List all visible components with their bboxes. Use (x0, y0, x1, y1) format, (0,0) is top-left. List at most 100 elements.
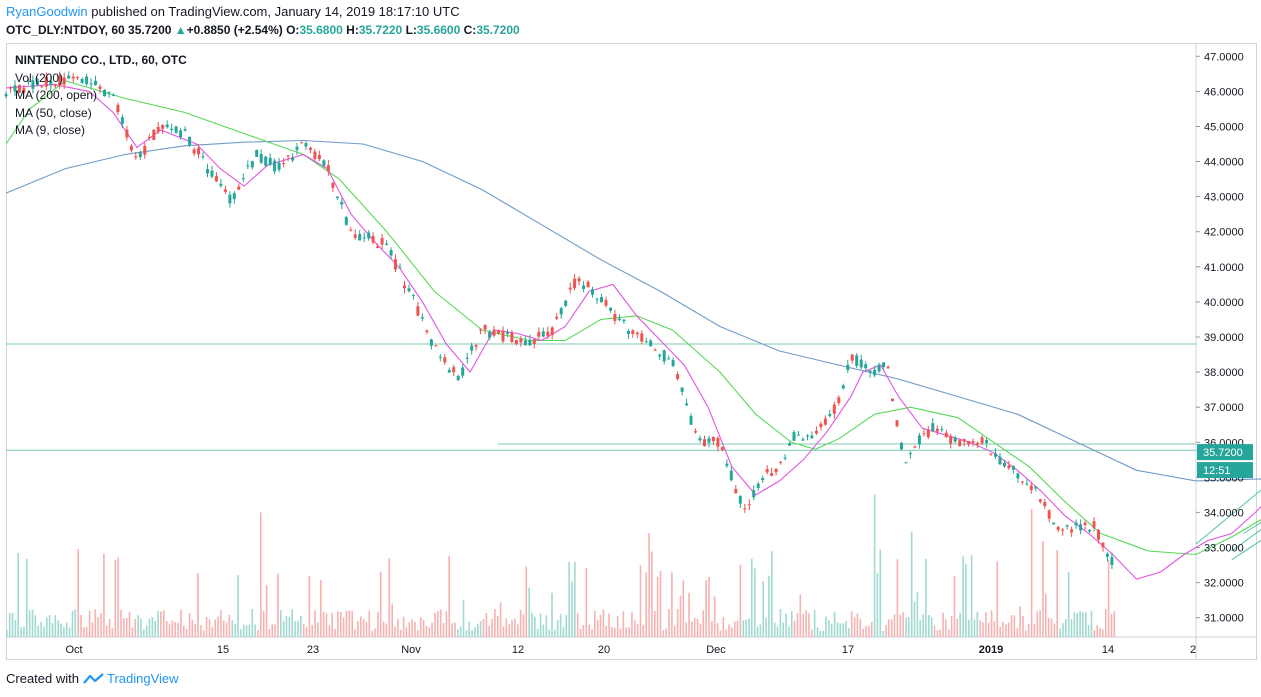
legend-item-ma9[interactable]: MA (9, close) (15, 123, 86, 137)
volume-bar (519, 609, 522, 637)
volume-bar (203, 630, 205, 637)
candle-body (506, 331, 509, 334)
volume-bar (539, 613, 542, 637)
volume-bar (859, 618, 862, 637)
chart-legend: NINTENDO CO., LTD., 60, OTC Vol (200) MA… (15, 52, 187, 140)
candle-body (71, 76, 75, 79)
volume-bar (1067, 572, 1070, 637)
volume-bar (705, 580, 707, 637)
x-tick-label: 23 (307, 644, 319, 656)
volume-bar (1099, 628, 1101, 637)
volume-bar (950, 615, 953, 637)
legend-item-ma200[interactable]: MA (200, open) (15, 88, 98, 102)
candle-body (944, 432, 948, 438)
volume-bar (208, 619, 211, 637)
volume-bar (497, 616, 499, 637)
candle-body (304, 143, 308, 147)
candle-body (53, 85, 57, 87)
volume-bar (419, 617, 422, 637)
author-link[interactable]: RyanGoodwin (6, 4, 88, 19)
candle-body (1092, 521, 1096, 528)
volume-bar (839, 623, 842, 637)
candle-body (465, 357, 469, 359)
volume-bar (488, 626, 490, 637)
candle-body (586, 281, 590, 288)
x-tick-label: 12 (512, 644, 524, 656)
candle-body (389, 250, 393, 256)
volume-bar (828, 620, 830, 637)
volume-bar (414, 621, 416, 637)
candle-body (577, 278, 581, 282)
volume-bar (522, 614, 525, 637)
candle-body (152, 129, 156, 140)
volume-bar (1085, 612, 1087, 637)
candle-body (953, 438, 957, 442)
candle-body (340, 201, 344, 205)
volume-bar (870, 622, 873, 637)
volume-bar (402, 616, 405, 637)
volume-bar (94, 609, 97, 637)
volume-bar (1073, 612, 1076, 637)
volume-bar (177, 622, 179, 637)
volume-bar (399, 629, 402, 637)
volume-bar (619, 628, 622, 637)
volume-bar (451, 623, 453, 637)
volume-bar (174, 622, 176, 637)
candle-body (447, 369, 451, 373)
candle-body (604, 300, 608, 306)
volume-bar (739, 564, 742, 637)
candle-body (309, 147, 312, 150)
volume-bar (685, 622, 687, 637)
candle-body (770, 473, 774, 476)
volume-bar (422, 619, 425, 637)
x-tick-label: 2 (1190, 644, 1196, 656)
volume-bar (1016, 628, 1019, 637)
candle-body (268, 157, 272, 165)
candle-body (640, 333, 644, 342)
candle-body (483, 325, 487, 330)
candle-body (1020, 481, 1024, 483)
volume-bar (40, 621, 42, 637)
candle-body (792, 432, 796, 441)
candle-body (497, 330, 500, 334)
volume-bar (328, 625, 331, 637)
trendline-3[interactable] (1231, 481, 1261, 561)
legend-item-ma50[interactable]: MA (50, close) (15, 105, 92, 120)
volume-bar (1062, 623, 1064, 637)
volume-bar (171, 620, 174, 637)
candle-body (35, 79, 39, 85)
volume-bar (588, 624, 590, 637)
volume-bar (274, 624, 276, 637)
volume-bar (143, 629, 145, 637)
volume-bar (782, 622, 784, 637)
trendline-1[interactable] (1195, 386, 1261, 545)
candle-body (814, 430, 818, 434)
candle-body (667, 358, 671, 360)
candle-body (537, 331, 541, 337)
legend-item-vol[interactable]: Vol (200) (15, 70, 64, 85)
volume-bar (65, 622, 68, 637)
volume-bar (388, 558, 391, 637)
volume-bar (959, 612, 961, 637)
volume-bar (779, 609, 782, 637)
candle-body (49, 80, 53, 86)
candle-body (761, 478, 765, 481)
volume-bar (502, 626, 505, 637)
candle-body (1061, 529, 1065, 531)
trendline-4[interactable] (1243, 474, 1261, 534)
candle-body (998, 456, 1002, 465)
candle-body (344, 217, 348, 225)
candle-body (237, 186, 241, 190)
volume-bar (85, 626, 88, 637)
volume-bar (222, 620, 225, 637)
candle-body (519, 338, 523, 343)
volume-bar (48, 615, 51, 637)
volume-bar (645, 572, 647, 637)
volume-bar (673, 625, 676, 637)
candle-body (210, 170, 214, 177)
tradingview-link[interactable]: TradingView (83, 671, 179, 687)
volume-bar (342, 617, 345, 637)
candle-body (962, 439, 966, 442)
volume-bar (759, 624, 762, 637)
